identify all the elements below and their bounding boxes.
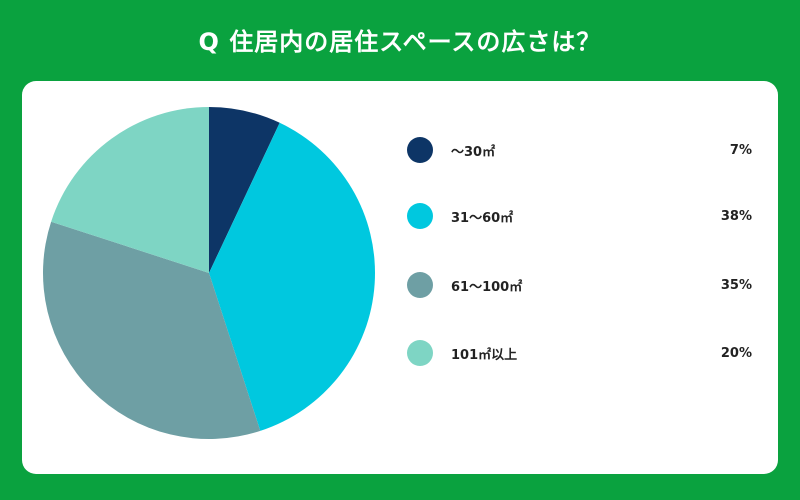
legend-label: 31〜60㎡ [451, 210, 514, 226]
legend-value: 35% [720, 277, 752, 293]
legend-value: 7% [729, 142, 752, 158]
legend-label: 101㎡以上 [451, 347, 518, 363]
legend-label: 61〜100㎡ [451, 279, 523, 295]
legend-swatch [407, 272, 433, 298]
legend-value: 38% [720, 208, 752, 224]
pie-slice-up-to-30 [209, 107, 280, 273]
legend-item: 〜30㎡ 7% [407, 136, 752, 164]
chart-title: Q 住居内の居住スペースの広さは？ [198, 27, 602, 56]
chart-card: 〜30㎡ 7% 31〜60㎡ 38% 61〜100㎡ 35% 101㎡以上 20… [22, 81, 778, 474]
legend-value: 20% [720, 345, 752, 361]
legend-label: 〜30㎡ [451, 144, 496, 160]
legend-swatch [407, 203, 433, 229]
legend-swatch [407, 340, 433, 366]
legend-item: 101㎡以上 20% [407, 339, 752, 367]
pie-slice-31-to-60 [209, 122, 375, 431]
legend-item: 61〜100㎡ 35% [407, 271, 752, 299]
pie-chart [43, 107, 375, 439]
pie-slice-101-plus [51, 107, 209, 273]
legend-item: 31〜60㎡ 38% [407, 202, 752, 230]
pie-slice-61-to-100 [43, 221, 261, 439]
legend-swatch [407, 137, 433, 163]
